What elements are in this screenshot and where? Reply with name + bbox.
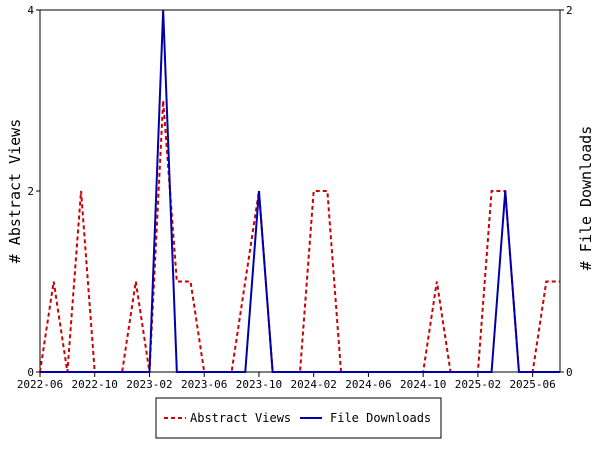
legend-label-abstract-views: Abstract Views bbox=[190, 411, 291, 425]
legend: Abstract Views File Downloads bbox=[155, 397, 442, 439]
series-line-abstract-views bbox=[39, 100, 560, 373]
y-left-axis-title: # Abstract Views bbox=[6, 119, 24, 264]
x-tick-label: 2024-06 bbox=[345, 378, 391, 391]
x-tick-label: 2025-06 bbox=[509, 378, 555, 391]
x-tick-label: 2025-02 bbox=[455, 378, 501, 391]
y-right-tick-label: 0 bbox=[566, 366, 573, 379]
x-tick-label: 2024-02 bbox=[291, 378, 337, 391]
y-left-tick-label: 4 bbox=[27, 4, 34, 17]
y-right-axis-title: # File Downloads bbox=[577, 126, 595, 271]
y-right-tick-label: 2 bbox=[566, 4, 573, 17]
legend-label-file-downloads: File Downloads bbox=[330, 411, 431, 425]
tick-layer: 2022-06 2022-10 2023-02 2023-06 2023-10 2024-… bbox=[17, 4, 573, 391]
y-left-tick-label: 0 bbox=[27, 366, 34, 379]
legend-box bbox=[155, 397, 442, 439]
x-tick-label: 2023-06 bbox=[181, 378, 227, 391]
x-tick-label: 2023-02 bbox=[126, 378, 172, 391]
x-tick-label: 2022-10 bbox=[72, 378, 118, 391]
series-layer bbox=[39, 9, 560, 373]
x-tick-label: 2022-06 bbox=[17, 378, 63, 391]
x-tick-label: 2024-10 bbox=[400, 378, 446, 391]
x-tick-label: 2023-10 bbox=[236, 378, 282, 391]
series-line-file-downloads bbox=[40, 9, 560, 373]
y-left-tick-label: 2 bbox=[27, 185, 34, 198]
